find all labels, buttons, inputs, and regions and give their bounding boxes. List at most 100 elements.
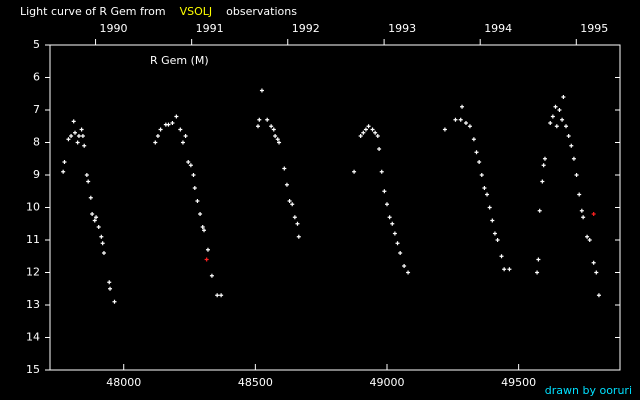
- data-point: [561, 95, 566, 99]
- data-point: [377, 147, 382, 151]
- data-point: [585, 234, 590, 239]
- data-point: [458, 117, 463, 122]
- data-point: [79, 127, 84, 132]
- data-point: [560, 117, 565, 122]
- data-point: [158, 127, 163, 132]
- data-point: [564, 124, 569, 129]
- data-point: [537, 208, 542, 213]
- data-point: [398, 251, 403, 255]
- data-point: [591, 212, 596, 216]
- data-point: [178, 127, 183, 132]
- data-point: [202, 228, 207, 233]
- data-point: [375, 134, 380, 138]
- data-point: [370, 127, 375, 132]
- data-point: [290, 202, 295, 207]
- data-point: [205, 247, 210, 252]
- data-point: [108, 286, 113, 291]
- data-point: [259, 88, 264, 93]
- data-point: [467, 124, 472, 129]
- data-point: [191, 173, 196, 177]
- data-point: [73, 130, 78, 135]
- year-label: 1992: [292, 22, 320, 35]
- data-point: [536, 257, 541, 262]
- data-point: [577, 192, 582, 197]
- data-point: [100, 241, 105, 246]
- y-tick-label: 14: [26, 331, 40, 344]
- data-point: [474, 150, 479, 155]
- data-point: [596, 293, 601, 298]
- data-point: [90, 212, 95, 216]
- data-point: [361, 130, 366, 135]
- data-point: [485, 192, 490, 197]
- data-point: [82, 143, 87, 148]
- data-point: [101, 251, 106, 255]
- data-point: [541, 163, 546, 168]
- y-tick-label: 7: [33, 103, 40, 116]
- data-point: [502, 267, 507, 272]
- data-point: [71, 119, 76, 124]
- data-point: [69, 134, 74, 138]
- data-point: [174, 114, 179, 119]
- data-point: [277, 140, 282, 145]
- star-label: R Gem (M): [150, 54, 209, 67]
- data-point: [99, 234, 104, 239]
- data-point: [219, 293, 224, 298]
- y-tick-label: 15: [26, 363, 40, 376]
- data-point: [255, 124, 260, 129]
- data-point: [188, 163, 193, 168]
- data-point: [284, 182, 289, 187]
- data-point: [579, 208, 584, 213]
- data-point: [471, 137, 476, 142]
- data-point: [271, 127, 276, 132]
- data-point: [540, 179, 545, 184]
- data-point: [487, 205, 492, 210]
- data-point: [495, 238, 500, 242]
- chart-title: VSOLJ: [180, 5, 213, 18]
- data-point: [200, 225, 205, 229]
- data-point: [155, 134, 160, 138]
- data-point: [265, 117, 270, 122]
- data-point: [499, 254, 504, 259]
- data-point: [153, 140, 158, 145]
- data-point: [507, 267, 512, 272]
- data-point: [406, 270, 411, 275]
- data-point: [594, 270, 599, 275]
- data-point: [186, 160, 191, 164]
- data-point: [453, 117, 458, 122]
- data-point: [379, 169, 384, 174]
- data-point: [75, 140, 80, 145]
- year-label: 1994: [484, 22, 512, 35]
- data-point: [358, 134, 363, 138]
- data-point: [490, 218, 495, 223]
- data-point: [215, 293, 220, 298]
- data-point: [460, 104, 465, 109]
- data-point: [581, 215, 586, 220]
- data-point: [442, 127, 447, 132]
- data-point: [94, 215, 99, 220]
- year-label: 1993: [388, 22, 416, 35]
- data-point: [192, 186, 197, 190]
- data-point: [257, 117, 262, 122]
- y-tick-label: 9: [33, 168, 40, 181]
- y-tick-label: 13: [26, 298, 40, 311]
- data-point: [553, 104, 558, 109]
- data-point: [569, 143, 574, 148]
- data-point: [84, 173, 89, 177]
- data-point: [195, 199, 200, 203]
- data-point: [183, 134, 188, 138]
- data-point: [479, 173, 484, 177]
- data-point: [275, 137, 280, 142]
- chart-title: observations: [226, 5, 297, 18]
- data-point: [287, 199, 292, 203]
- x-tick-label: 48000: [106, 376, 141, 389]
- y-tick-label: 12: [26, 266, 40, 279]
- data-point: [587, 238, 592, 242]
- data-point: [535, 270, 540, 275]
- data-point: [66, 137, 71, 142]
- data-point: [566, 134, 571, 138]
- data-point: [550, 114, 555, 119]
- x-tick-label: 49000: [369, 376, 404, 389]
- data-point: [295, 221, 300, 226]
- data-point: [387, 215, 392, 220]
